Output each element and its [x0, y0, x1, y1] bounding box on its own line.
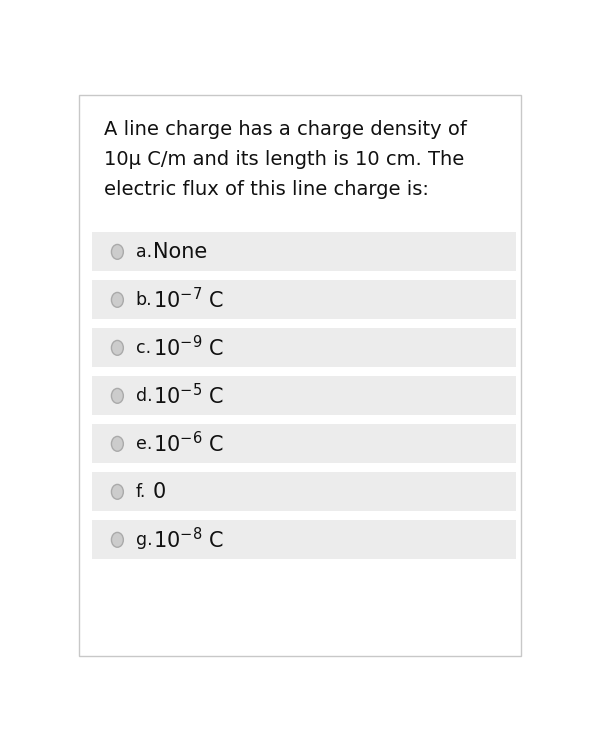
- Circle shape: [112, 533, 124, 548]
- FancyBboxPatch shape: [92, 473, 516, 511]
- Circle shape: [112, 436, 124, 451]
- Text: None: None: [153, 242, 207, 262]
- Text: f.: f.: [136, 483, 146, 501]
- Text: 0: 0: [153, 482, 166, 502]
- Text: d.: d.: [136, 387, 152, 405]
- Text: $\mathdefault{10}^{−9}$ C: $\mathdefault{10}^{−9}$ C: [153, 335, 224, 361]
- FancyBboxPatch shape: [92, 280, 516, 319]
- FancyBboxPatch shape: [92, 329, 516, 367]
- Text: $\mathdefault{10}^{−7}$ C: $\mathdefault{10}^{−7}$ C: [153, 287, 224, 312]
- Text: a.: a.: [136, 243, 152, 261]
- Text: electric flux of this line charge is:: electric flux of this line charge is:: [103, 180, 428, 199]
- Circle shape: [112, 341, 124, 355]
- FancyBboxPatch shape: [92, 424, 516, 463]
- FancyBboxPatch shape: [92, 376, 516, 416]
- Text: $\mathdefault{10}^{−6}$ C: $\mathdefault{10}^{−6}$ C: [153, 431, 224, 456]
- Circle shape: [112, 292, 124, 307]
- Circle shape: [112, 485, 124, 499]
- FancyBboxPatch shape: [79, 95, 521, 656]
- Circle shape: [112, 388, 124, 404]
- Text: b.: b.: [136, 291, 152, 309]
- Text: 10μ C/m and its length is 10 cm. The: 10μ C/m and its length is 10 cm. The: [103, 150, 464, 169]
- Text: c.: c.: [136, 339, 151, 357]
- Text: g.: g.: [136, 531, 152, 549]
- FancyBboxPatch shape: [92, 232, 516, 272]
- Circle shape: [112, 244, 124, 259]
- Text: A line charge has a charge density of: A line charge has a charge density of: [103, 120, 466, 139]
- FancyBboxPatch shape: [92, 520, 516, 559]
- Text: $\mathdefault{10}^{−5}$ C: $\mathdefault{10}^{−5}$ C: [153, 384, 224, 408]
- Text: $\mathdefault{10}^{−8}$ C: $\mathdefault{10}^{−8}$ C: [153, 528, 224, 553]
- Text: e.: e.: [136, 435, 152, 453]
